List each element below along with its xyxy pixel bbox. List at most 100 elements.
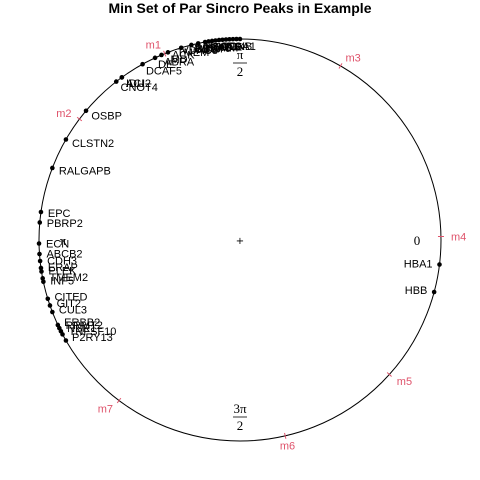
data-point — [37, 251, 42, 257]
point-label: DCAF5 — [146, 65, 182, 77]
point-label: HBA1 — [404, 259, 433, 271]
data-point — [37, 220, 43, 225]
data-point — [165, 50, 171, 55]
point-label: TNFSF10 — [69, 326, 117, 338]
point-label: INF5 — [50, 275, 74, 287]
data-point — [223, 37, 229, 42]
data-point — [38, 209, 44, 215]
point-label: ITGA1 — [224, 41, 256, 53]
angle-label: π — [60, 233, 67, 248]
data-point — [227, 36, 232, 42]
angle-label-text: π — [60, 233, 67, 248]
data-points — [36, 36, 442, 343]
point-label: OSBP — [91, 110, 122, 122]
point-label: WHAMM — [194, 42, 238, 54]
data-point — [216, 37, 222, 43]
point-label: CDC — [194, 44, 218, 56]
marker-label: m3 — [346, 52, 361, 64]
point-label: PLEK — [48, 265, 77, 277]
angle-label-numerator: 3π — [233, 401, 247, 416]
point-label: PBRP2 — [47, 218, 83, 230]
marker-tick — [386, 372, 392, 377]
data-point — [60, 332, 65, 337]
point-label: CUL3 — [59, 305, 87, 317]
point-label: CDH3 — [47, 255, 77, 267]
marker-tick — [76, 116, 83, 122]
marker-tick — [284, 432, 287, 439]
data-point — [202, 39, 208, 45]
marker-tick — [116, 397, 122, 404]
data-point — [63, 137, 69, 142]
point-label: ECN — [46, 238, 69, 250]
point-label: EPC — [48, 208, 71, 220]
data-point — [234, 36, 239, 42]
data-point — [40, 276, 45, 281]
point-label: P2RY13 — [72, 332, 113, 344]
markers: m1 m2 m3 m4 m5 m6 m7 — [56, 39, 466, 452]
data-point — [63, 338, 69, 343]
angle-label-numerator: π — [237, 47, 244, 62]
point-label: ACK — [172, 49, 195, 61]
marker-label: m6 — [280, 441, 295, 453]
marker-label: m1 — [146, 39, 161, 51]
point-label: ERBB2 — [64, 317, 100, 329]
data-point — [50, 309, 55, 315]
angle-label: π2 — [233, 47, 247, 79]
point-label: NBR1 — [67, 323, 96, 335]
data-point — [220, 37, 225, 43]
center-cross: + — [236, 236, 244, 247]
point-label: ABCB2 — [46, 249, 82, 261]
point-labels: HBA1 HBB CLSTN2 OSBP CNOT4IDU2ACIDCAF5DEABRA… — [46, 41, 433, 344]
marker-label: m7 — [98, 404, 113, 416]
data-point — [431, 289, 437, 295]
marker-tick — [338, 63, 343, 69]
data-point — [159, 52, 164, 58]
point-label: GIT2 — [57, 298, 81, 310]
point-label: ERAP — [48, 262, 78, 274]
angle-label: 0 — [414, 233, 421, 248]
point-label: TMEM — [177, 47, 209, 59]
point-label: SMC — [207, 42, 232, 54]
data-point — [206, 39, 211, 44]
point-label: TMEM2 — [50, 272, 89, 284]
point-label: CITED — [54, 292, 87, 304]
data-point — [209, 38, 215, 44]
marker-label: m4 — [451, 231, 466, 243]
data-point — [47, 303, 53, 308]
data-point — [38, 265, 44, 271]
data-point — [37, 258, 43, 264]
marker-label: m5 — [397, 376, 412, 388]
angle-label-denominator: 2 — [237, 64, 244, 79]
point-label: DDX — [222, 41, 246, 53]
data-point — [113, 79, 119, 84]
point-label: CLSTN2 — [72, 138, 114, 150]
point-label: RBBP6 — [195, 43, 231, 55]
marker-tick — [163, 50, 167, 57]
point-label: DE — [158, 59, 173, 71]
point-label: KIF2 — [218, 41, 241, 53]
chart-title: Min Set of Par Sincro Peaks in Example — [109, 0, 372, 16]
point-label: PRMT2 — [66, 320, 103, 332]
data-point — [237, 36, 243, 42]
data-point — [195, 41, 201, 46]
data-point — [36, 241, 42, 246]
data-point — [178, 45, 184, 51]
data-point — [140, 61, 145, 67]
data-point — [437, 262, 442, 267]
point-label: CCNB — [221, 41, 252, 53]
point-label: CCNE — [211, 41, 242, 53]
point-label: HBB — [405, 285, 428, 297]
point-label: YEATS — [205, 42, 240, 54]
data-point — [39, 269, 44, 274]
data-point — [213, 38, 218, 43]
data-point — [45, 296, 51, 302]
data-point — [50, 165, 55, 171]
angle-label-text: 0 — [414, 233, 421, 248]
point-label: MDM — [197, 43, 223, 55]
point-label: ABRA — [164, 56, 195, 68]
point-label: IDU2 — [126, 78, 151, 90]
point-label: ACI — [126, 78, 144, 90]
data-point — [119, 75, 125, 80]
